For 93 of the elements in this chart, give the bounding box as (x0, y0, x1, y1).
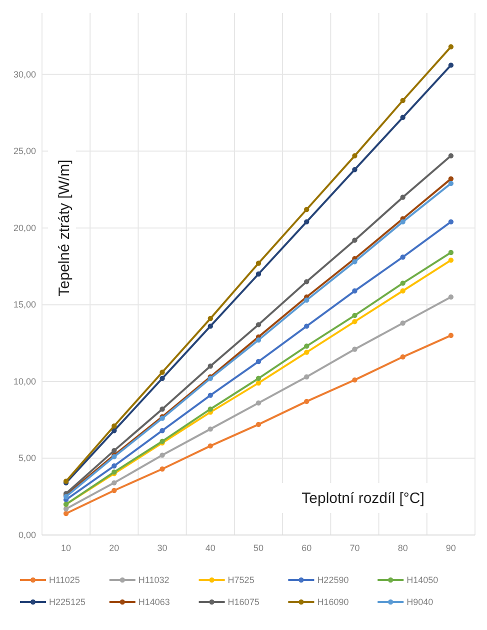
point (208, 443, 213, 449)
point (400, 280, 406, 286)
y-tick-label: 10,00 (13, 376, 36, 386)
x-tick-label: 90 (446, 543, 456, 553)
x-tick-label: 40 (205, 543, 216, 553)
point (304, 398, 310, 404)
point (352, 167, 358, 172)
legend-label: H16075 (228, 596, 260, 607)
point (160, 452, 165, 458)
legend-label: H9040 (406, 596, 434, 607)
point (112, 463, 117, 469)
y-tick-label: 20,00 (13, 222, 36, 233)
point (304, 298, 310, 303)
point (256, 400, 262, 406)
point (208, 392, 213, 398)
point (304, 350, 310, 355)
x-tick-label: 50 (253, 543, 264, 553)
point (304, 219, 310, 224)
point (400, 254, 406, 260)
point (304, 324, 310, 329)
y-axis-title: Tepelné ztráty [W/m] (56, 160, 73, 296)
y-tick-label: 15,00 (13, 300, 36, 310)
point (256, 358, 262, 364)
y-tick-label: 5,00 (18, 453, 36, 464)
y-tick-label: 0,00 (18, 530, 36, 540)
x-tick-label: 30 (157, 543, 168, 553)
point (208, 426, 213, 432)
point (63, 506, 69, 512)
point (352, 238, 358, 243)
legend-label: H225125 (49, 596, 86, 607)
point (448, 153, 454, 158)
x-tick-label: 70 (350, 543, 360, 553)
legend-label: H22590 (317, 574, 349, 585)
point (304, 206, 310, 212)
point (160, 370, 165, 375)
point (208, 316, 213, 322)
point (256, 337, 262, 343)
legend-label: H14050 (406, 574, 438, 585)
point (208, 324, 213, 329)
point (448, 258, 454, 263)
point (352, 153, 358, 158)
legend-label: H16090 (317, 596, 349, 607)
point (352, 312, 358, 318)
point (112, 423, 117, 429)
point (352, 377, 358, 383)
point (160, 406, 165, 412)
point (160, 428, 165, 434)
point (63, 510, 69, 516)
x-axis-title: Teplotní rozdíl [°C] (302, 490, 424, 507)
point (208, 406, 213, 412)
point (160, 376, 165, 381)
point (304, 374, 310, 380)
point (448, 250, 454, 256)
point (112, 448, 117, 454)
point (112, 480, 117, 486)
x-tick-label: 10 (61, 543, 72, 553)
point (256, 322, 262, 328)
point (400, 354, 406, 360)
legend-label: H11032 (138, 574, 170, 585)
point (448, 180, 454, 186)
point (208, 364, 213, 369)
x-tick-label: 20 (109, 543, 120, 553)
point (448, 62, 454, 68)
point (448, 294, 454, 300)
point (400, 114, 406, 120)
point (400, 194, 406, 200)
point (400, 219, 406, 224)
point (352, 259, 358, 264)
point (400, 288, 406, 294)
point (448, 44, 454, 50)
point (352, 346, 358, 352)
legend-label: H14063 (138, 596, 170, 607)
point (256, 376, 262, 381)
x-tick-label: 60 (302, 543, 312, 553)
point (304, 279, 310, 284)
point (400, 320, 406, 326)
point (400, 98, 406, 104)
point (256, 260, 262, 266)
point (352, 318, 358, 324)
y-tick-label: 25,00 (13, 146, 36, 156)
point (256, 271, 262, 277)
point (160, 466, 165, 472)
legend-label: H11025 (49, 574, 80, 585)
point (448, 176, 454, 182)
point (112, 488, 117, 494)
point (448, 219, 454, 224)
x-tick-label: 80 (398, 543, 408, 553)
point (352, 288, 358, 294)
point (256, 422, 262, 428)
point (304, 344, 310, 349)
point (448, 332, 454, 338)
legend-label: H7525 (228, 574, 254, 585)
y-tick-label: 30,00 (13, 69, 36, 80)
